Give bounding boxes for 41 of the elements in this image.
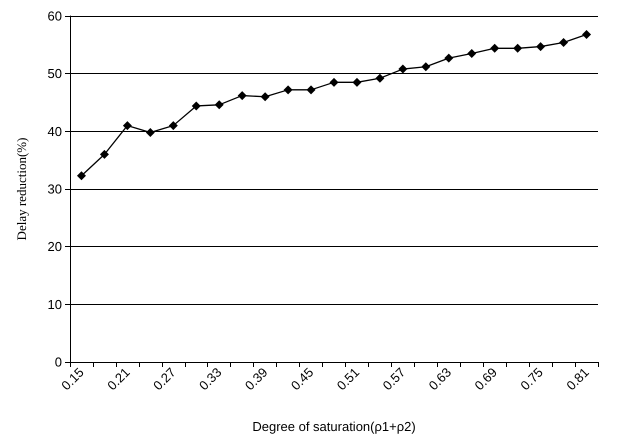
x-tick-label: 0.81 bbox=[563, 364, 592, 394]
point bbox=[398, 64, 408, 74]
point bbox=[582, 30, 592, 39]
point bbox=[467, 48, 476, 58]
x-tick-label: 0.51 bbox=[334, 364, 362, 394]
point bbox=[375, 74, 384, 83]
y-tick-label: 50 bbox=[48, 66, 62, 82]
x-tick-label: 0.21 bbox=[104, 364, 133, 394]
point bbox=[238, 91, 247, 100]
point bbox=[168, 121, 178, 130]
x-tick-label: 0.33 bbox=[196, 364, 225, 394]
point bbox=[76, 171, 86, 180]
x-tick-label: 0.45 bbox=[288, 364, 316, 394]
point bbox=[146, 128, 155, 137]
point bbox=[192, 101, 201, 110]
y-tick-label: 0 bbox=[54, 354, 62, 370]
point bbox=[513, 44, 522, 53]
y-tick-label: 10 bbox=[48, 296, 62, 312]
y-tick-label: 60 bbox=[48, 8, 62, 24]
x-tick-label: 0.75 bbox=[517, 364, 546, 394]
point bbox=[284, 85, 293, 94]
point bbox=[214, 100, 224, 110]
x-axis-title: Degree of saturation(ρ1+ρ2) bbox=[252, 419, 416, 434]
point bbox=[100, 150, 109, 159]
x-tick-label: 0.39 bbox=[242, 364, 270, 394]
point bbox=[559, 38, 568, 48]
x-tick-label: 0.69 bbox=[472, 364, 500, 394]
point bbox=[330, 78, 338, 87]
point bbox=[421, 62, 430, 72]
point bbox=[306, 85, 316, 94]
point bbox=[352, 78, 362, 87]
x-tick-label: 0.63 bbox=[426, 364, 454, 394]
y-tick-label: 30 bbox=[48, 182, 62, 196]
point bbox=[444, 54, 454, 63]
y-tick-label: 20 bbox=[48, 239, 62, 254]
point bbox=[122, 121, 132, 130]
point bbox=[260, 92, 270, 102]
y-tick-label: 40 bbox=[48, 124, 62, 139]
point bbox=[490, 44, 500, 53]
y-axis-title: Delay reduction(%) bbox=[14, 138, 29, 240]
point bbox=[536, 42, 546, 52]
